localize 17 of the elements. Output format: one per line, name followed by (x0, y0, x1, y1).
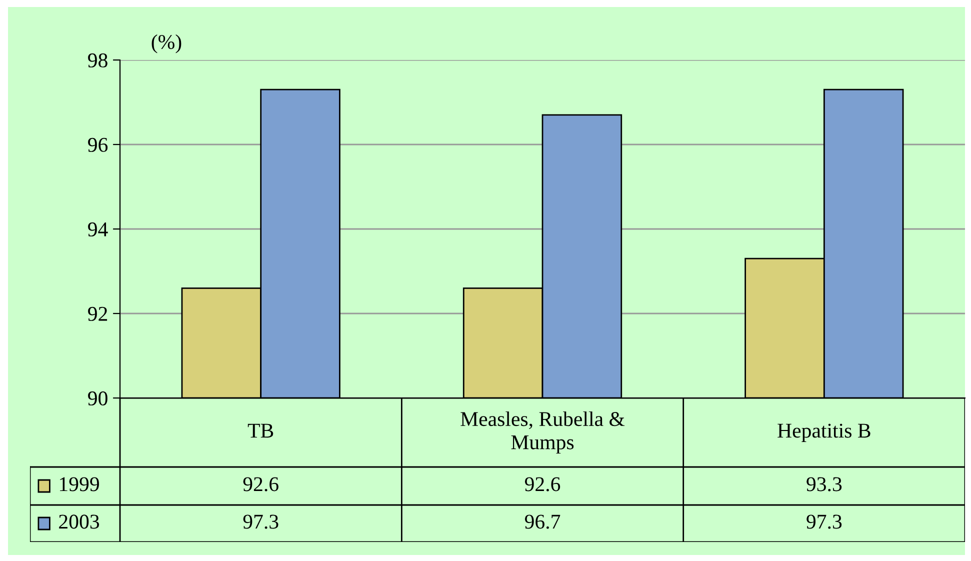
y-tick-label: 92 (88, 306, 108, 321)
y-tick-label: 94 (88, 222, 108, 236)
data-label: 92.6 (524, 477, 560, 492)
data-label: 92.6 (243, 477, 278, 492)
data-label: 97.3 (243, 514, 278, 529)
x-tick-label: TB (248, 424, 274, 438)
legend-label: 1999 (60, 477, 99, 492)
data-label: 96.7 (524, 514, 560, 529)
data-label: 93.3 (806, 477, 842, 492)
legend-label: 2003 (59, 514, 100, 529)
y-tick-label: 98 (88, 53, 108, 68)
data-label: 97.3 (806, 514, 842, 529)
x-tick-label: Measles, Rubella & Mumps (460, 411, 625, 454)
x-tick-label: Hepatitis B (778, 424, 870, 442)
y-axis-title: (%) (152, 34, 182, 54)
y-tick-label: 96 (88, 138, 108, 152)
y-tick-label: 90 (88, 391, 108, 406)
